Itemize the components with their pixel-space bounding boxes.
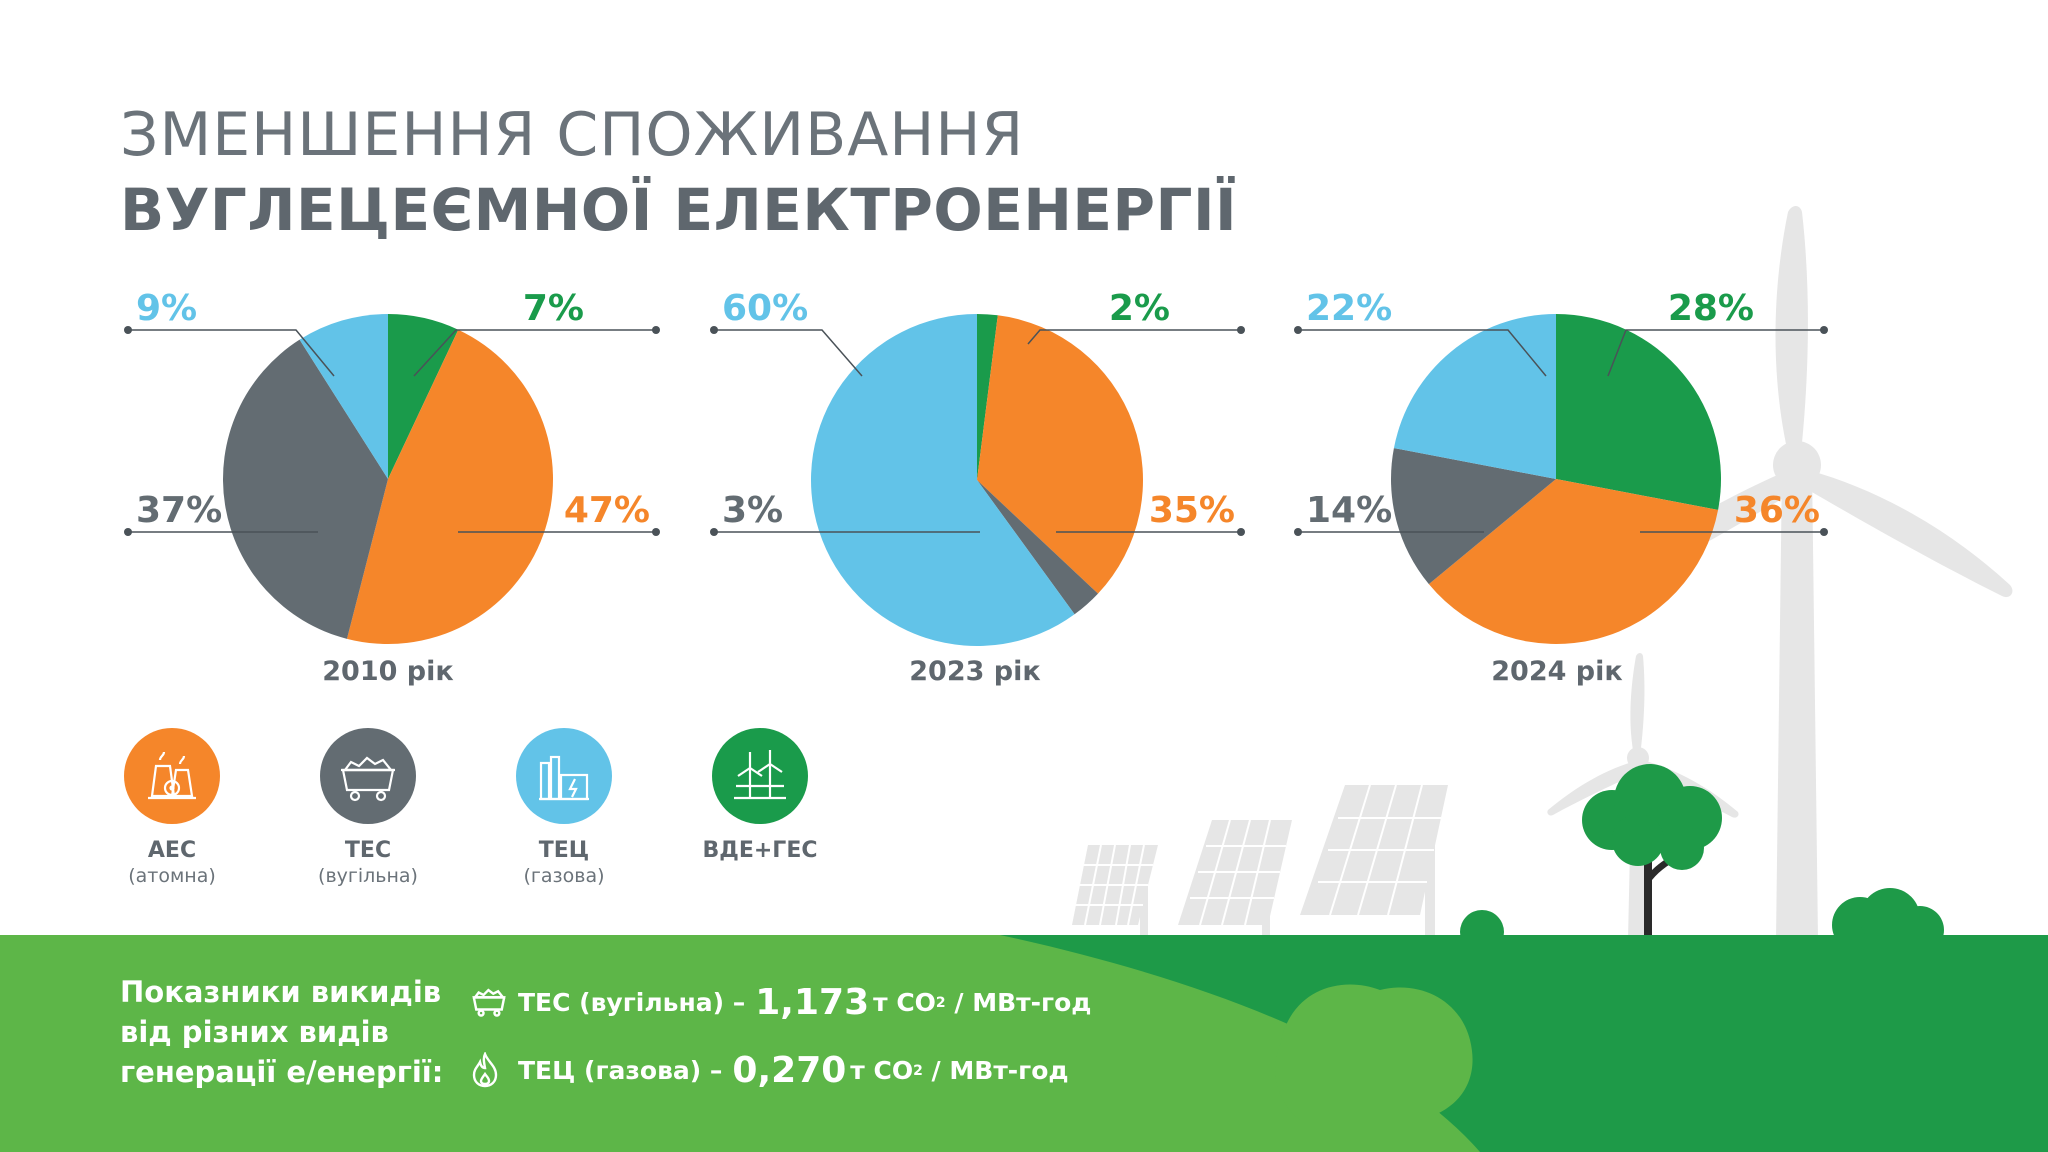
legend-vde: ВДЕ+ГЕС <box>660 728 860 863</box>
ground-hill <box>1275 984 1473 1120</box>
emission-label: ТЕС (вугільна) – <box>518 988 746 1017</box>
emissions-title-line: від різних видів <box>120 1015 389 1049</box>
legend-tec: ТЕЦ (газова) <box>464 728 664 887</box>
pie-slice-vde-2024 <box>1556 314 1721 510</box>
pie-slice-vde-2010 <box>388 314 459 479</box>
pct-label-tes: 3% <box>722 490 784 531</box>
leader-line-tec <box>714 329 863 377</box>
year-label-2024: 2024 рік <box>1491 656 1623 687</box>
legend-sub: (атомна) <box>128 865 216 887</box>
pct-label-tes: 37% <box>136 490 223 531</box>
title-line1: ЗМЕНШЕННЯ СПОЖИВАННЯ <box>120 100 1025 170</box>
leader-dot-aes <box>1820 528 1828 536</box>
flame-icon <box>470 1050 508 1090</box>
leader-line-vde <box>1027 329 1241 345</box>
emissions-title-line: Показники викидів <box>120 975 442 1009</box>
pie-slice-aes-2010 <box>346 329 553 644</box>
solar-panel-grid <box>1075 784 1441 926</box>
emission-unit-prefix: т CO <box>873 988 936 1017</box>
emission-unit-sub: 2 <box>935 994 946 1011</box>
pct-label-aes: 47% <box>563 490 650 531</box>
leader-dot-tes <box>710 528 718 536</box>
legend-sub: (вугільна) <box>318 865 418 887</box>
pie-slice-tec-2024 <box>1393 314 1556 479</box>
pct-label-tec: 22% <box>1306 288 1393 329</box>
pie-slice-tes-2023 <box>977 480 1099 615</box>
pie-slice-tec-2023 <box>811 314 1075 647</box>
leader-line-vde <box>1607 329 1824 377</box>
emission-unit-sub: 2 <box>913 1062 923 1079</box>
pie-slice-aes-2024 <box>1428 479 1719 644</box>
emissions-title-line: генерації е/енергії: <box>120 1055 444 1089</box>
leader-dot-vde <box>1237 326 1245 334</box>
leader-dot-vde <box>1820 326 1828 334</box>
pct-label-tes: 14% <box>1306 490 1393 531</box>
pie-slice-vde-2023 <box>977 314 998 480</box>
emission-unit-suffix: / МВт-год <box>945 988 1092 1017</box>
year-label-2023: 2023 рік <box>909 656 1041 687</box>
gas-plant-icon <box>516 728 612 824</box>
emission-row-tes: ТЕС (вугільна) – 1,173 т CO 2 / МВт-год <box>470 982 1091 1023</box>
ground-dark <box>1000 935 2048 1152</box>
coal-cart-icon <box>320 728 416 824</box>
emission-row-tec: ТЕЦ (газова) – 0,270 т CO 2 / МВт-год <box>470 1050 1069 1091</box>
legend-sub: (газова) <box>523 865 605 887</box>
legend-label: ТЕС <box>344 838 392 863</box>
leader-line-vde <box>413 329 656 377</box>
legend-label: АЕС <box>147 838 197 863</box>
coal-cart-icon <box>470 984 508 1022</box>
leader-dot-tes <box>124 528 132 536</box>
emission-value: 1,173 <box>755 982 870 1023</box>
leader-line-tec <box>128 329 335 377</box>
pie-slice-aes-2023 <box>977 315 1143 594</box>
year-label-2010: 2010 рік <box>322 656 454 687</box>
leader-dot-aes <box>652 528 660 536</box>
emission-unit-suffix: / МВт-год <box>922 1056 1069 1085</box>
leader-dot-vde <box>652 326 660 334</box>
pct-label-vde: 2% <box>1108 288 1170 329</box>
pct-label-tec: 9% <box>136 288 198 329</box>
leader-dot-tec <box>1294 326 1302 334</box>
pie-slice-tes-2010 <box>223 339 388 639</box>
pie-slice-tec-2010 <box>299 314 388 479</box>
wind-turbines-icon <box>712 728 808 824</box>
pct-label-aes: 36% <box>1733 490 1820 531</box>
leader-dot-tec <box>124 326 132 334</box>
emissions-title: Показники викидів від різних видів генер… <box>120 972 443 1092</box>
legend-label: ТЕЦ <box>538 838 590 863</box>
pie-slice-tes-2024 <box>1391 448 1556 585</box>
tree <box>1582 764 1722 935</box>
legend-label: ВДЕ+ГЕС <box>702 838 818 863</box>
pct-label-vde: 28% <box>1667 288 1754 329</box>
legend-aes: АЕС (атомна) <box>72 728 272 887</box>
legend-tes: ТЕС (вугільна) <box>268 728 468 887</box>
emission-label: ТЕЦ (газова) – <box>518 1056 723 1085</box>
pct-label-tec: 60% <box>722 288 809 329</box>
emission-unit-prefix: т CO <box>850 1056 914 1085</box>
pct-label-vde: 7% <box>522 288 584 329</box>
leader-line-tec <box>1298 329 1547 377</box>
leader-dot-aes <box>1237 528 1245 536</box>
emission-value: 0,270 <box>732 1050 847 1091</box>
leader-dot-tes <box>1294 528 1302 536</box>
title-line2: ВУГЛЕЦЕЄМНОЇ ЕЛЕКТРОЕНЕРГІЇ <box>120 176 1238 244</box>
nuclear-plant-icon <box>124 728 220 824</box>
leader-dot-tec <box>710 326 718 334</box>
pct-label-aes: 35% <box>1148 490 1235 531</box>
